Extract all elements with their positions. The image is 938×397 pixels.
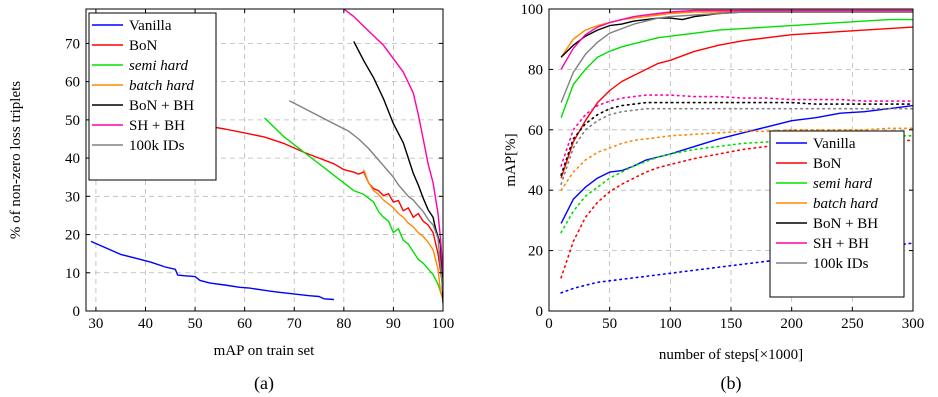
legend-label-100k-ids: 100k IDs bbox=[813, 256, 869, 272]
legend-label-vanilla: Vanilla bbox=[129, 18, 172, 34]
legend-label-bon-bh: BoN + BH bbox=[129, 98, 194, 114]
tick-label-x: 80 bbox=[336, 316, 351, 332]
legend-label-semi-hard: semi hard bbox=[129, 58, 189, 74]
legend-label-sh-bh: SH + BH bbox=[813, 236, 869, 252]
series-line-100k-ids bbox=[560, 11, 913, 103]
series-line-vanilla bbox=[560, 104, 913, 224]
x-axis-label-a: mAP on train set bbox=[214, 343, 316, 359]
tick-label-x: 250 bbox=[841, 316, 864, 332]
tick-label-x: 70 bbox=[287, 316, 302, 332]
series-line-sh-bh bbox=[343, 9, 443, 273]
legend-label-semi-hard: semi hard bbox=[813, 176, 873, 192]
tick-label-x: 100 bbox=[432, 316, 455, 332]
tick-label-y: 30 bbox=[65, 189, 80, 205]
series-line-bon bbox=[560, 26, 913, 179]
series-lines-a bbox=[90, 9, 443, 304]
tick-label-x: 40 bbox=[138, 316, 153, 332]
tick-label-x: 50 bbox=[602, 316, 617, 332]
tick-label-x: 0 bbox=[545, 316, 553, 332]
y-axis-label-a: % of non-zero loss triplets bbox=[8, 81, 24, 239]
series-line-100k-ids bbox=[288, 100, 443, 292]
legend-label-vanilla: Vanilla bbox=[813, 136, 856, 152]
series-test-line-semi-hard bbox=[560, 135, 913, 234]
legend-label-sh-bh: SH + BH bbox=[129, 118, 185, 134]
tick-label-x: 90 bbox=[386, 316, 401, 332]
legend-items-a: Vanilla BoN semi hard batch hard BoN + BH SH … bbox=[92, 18, 194, 154]
series-line-vanilla bbox=[90, 240, 334, 301]
series-line-sh-bh bbox=[560, 9, 913, 70]
series-line-semi-hard bbox=[264, 117, 443, 300]
series-lines-b bbox=[560, 9, 913, 294]
legend-label-100k-ids: 100k IDs bbox=[129, 138, 185, 154]
series-test-line-sh-bh bbox=[560, 94, 913, 167]
series-line-bon-bh bbox=[560, 11, 913, 58]
tick-label-x: 150 bbox=[720, 316, 743, 332]
series-line-bon-bh bbox=[353, 41, 443, 304]
tick-label-y: 80 bbox=[528, 62, 543, 78]
series-line-semi-hard bbox=[560, 18, 913, 118]
tick-label-y: 50 bbox=[65, 113, 80, 129]
axis-ticks-b: 0 50 100 150 200 250 300 0 20 40 60 80 100 bbox=[521, 2, 925, 332]
series-test-line-batch-hard bbox=[560, 127, 913, 191]
tick-label-x: 50 bbox=[188, 316, 203, 332]
tick-label-y: 60 bbox=[65, 75, 80, 91]
tick-label-x: 30 bbox=[88, 316, 103, 332]
tick-label-y: 0 bbox=[536, 304, 544, 320]
series-test-line-vanilla bbox=[560, 242, 913, 294]
tick-label-y: 20 bbox=[65, 228, 80, 244]
axis-ticks-a: 30 40 50 60 70 80 90 100 0 10 20 30 40 50 60 70 bbox=[65, 9, 454, 332]
tick-label-x: 100 bbox=[659, 316, 682, 332]
tick-label-y: 0 bbox=[73, 304, 81, 320]
grid-b bbox=[549, 9, 913, 311]
legend-b: Vanilla BoN semi hard batch hard BoN + BH SH … bbox=[769, 130, 905, 298]
tick-label-y: 20 bbox=[528, 244, 543, 260]
tick-label-y: 40 bbox=[65, 151, 80, 167]
chart-b: 0 50 100 150 200 250 300 0 20 40 60 80 100 number of… bbox=[503, 2, 924, 394]
tick-label-y: 10 bbox=[65, 266, 80, 282]
legend-a: Vanilla BoN semi hard batch hard BoN + BH SH … bbox=[88, 12, 217, 181]
series-test-line-bon-bh bbox=[560, 101, 913, 176]
chart-a: 30 40 50 60 70 80 90 100 0 10 20 30 40 50 60 70 mAP on … bbox=[8, 8, 454, 394]
tick-label-x: 300 bbox=[902, 316, 925, 332]
legend-label-bon: BoN bbox=[129, 38, 158, 54]
tick-label-x: 60 bbox=[237, 316, 252, 332]
y-axis-label-b: mAP[%] bbox=[503, 133, 519, 186]
panel-label-a: (a) bbox=[254, 373, 274, 394]
grid-a bbox=[86, 9, 443, 311]
series-test-line-100k-ids bbox=[560, 107, 913, 185]
legend-label-batch-hard: batch hard bbox=[813, 196, 878, 212]
tick-label-y: 60 bbox=[528, 123, 543, 139]
tick-label-x: 200 bbox=[780, 316, 803, 332]
tick-label-y: 70 bbox=[65, 36, 80, 52]
x-axis-label-b: number of steps[×1000] bbox=[659, 347, 803, 363]
tick-label-y: 100 bbox=[521, 2, 544, 18]
legend-box-b bbox=[769, 130, 905, 298]
legend-box-a bbox=[88, 12, 217, 181]
legend-label-bon: BoN bbox=[813, 156, 842, 172]
plot-frame-a bbox=[85, 8, 444, 312]
series-line-batch-hard bbox=[363, 169, 443, 300]
legend-label-bon-bh: BoN + BH bbox=[813, 216, 878, 232]
legend-items-b: Vanilla BoN semi hard batch hard BoN + BH SH … bbox=[776, 136, 878, 272]
legend-label-batch-hard: batch hard bbox=[129, 78, 194, 94]
tick-label-y: 40 bbox=[528, 183, 543, 199]
panel-label-b: (b) bbox=[721, 373, 742, 394]
